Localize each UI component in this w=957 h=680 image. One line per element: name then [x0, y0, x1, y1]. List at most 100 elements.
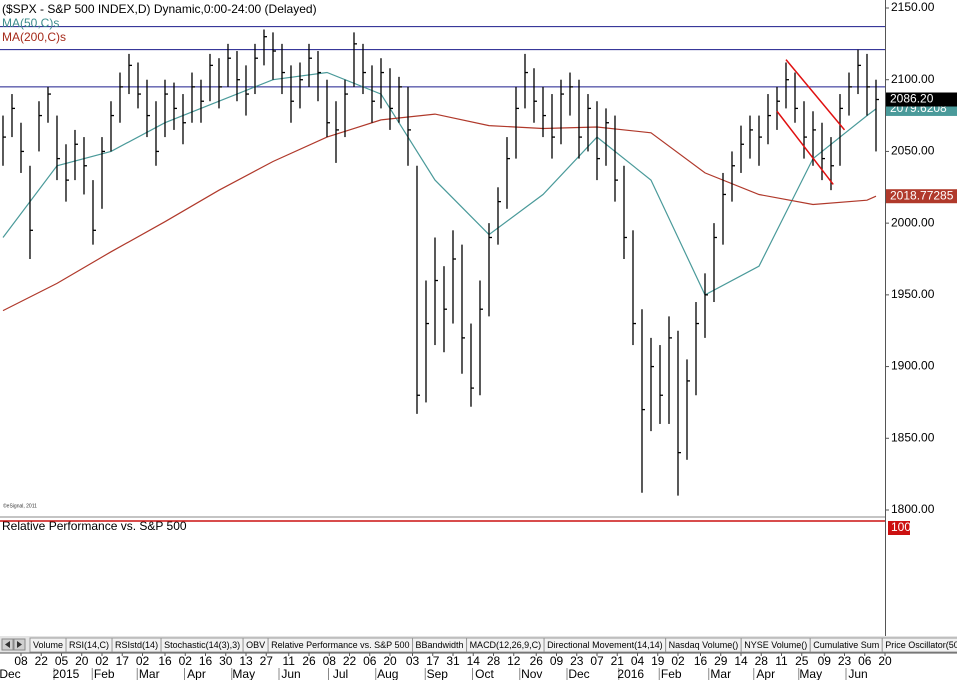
month-label: Jul [333, 667, 348, 680]
x-tick-label: 16 [158, 654, 172, 668]
month-label: Aug [377, 667, 398, 680]
x-tick-label: 26 [302, 654, 316, 668]
x-tick-label: 27 [260, 654, 274, 668]
y-tick-label: 2100.00 [891, 72, 935, 86]
y-tick-label: 2150.00 [891, 0, 935, 14]
indicator-tab-label: Directional Movement(14,14) [547, 640, 663, 650]
x-tick-label: 22 [35, 654, 49, 668]
x-tick-label: 20 [75, 654, 89, 668]
x-tick-label: 02 [95, 654, 109, 668]
trendline [776, 110, 834, 185]
month-label: Mar [710, 667, 731, 680]
x-tick-label: 08 [14, 654, 28, 668]
y-tick-label: 1800.00 [891, 502, 935, 516]
y-tick-label: 1850.00 [891, 430, 935, 444]
month-label: May [799, 667, 822, 680]
x-tick-label: 02 [136, 654, 150, 668]
x-tick-label: 28 [755, 654, 769, 668]
indicator-tab-label: OBV [246, 640, 265, 650]
x-tick-label: 02 [671, 654, 685, 668]
arrow-right [17, 641, 22, 648]
lower-pane-title: Relative Performance vs. S&P 500 [2, 519, 187, 533]
x-tick-label: 12 [507, 654, 521, 668]
relative-performance-value: 100 [891, 520, 911, 534]
x-tick-label: 16 [199, 654, 213, 668]
y-tick-label: 2050.00 [891, 144, 935, 158]
month-label: 2015 [53, 667, 80, 680]
x-tick-label: 23 [570, 654, 584, 668]
x-tick-label: 31 [446, 654, 460, 668]
indicator-tab-label: BBandwidth [416, 640, 464, 650]
x-tick-label: 09 [818, 654, 832, 668]
last-price-label: 2086.20 [890, 92, 934, 106]
x-tick-label: 23 [838, 654, 852, 668]
chart-title: ($SPX - S&P 500 INDEX,D) Dynamic,0:00-24… [2, 2, 317, 16]
indicator-tab-label: Cumulative Sum [813, 640, 879, 650]
indicator-tab-label: Volume [33, 640, 63, 650]
month-label: Jun [281, 667, 300, 680]
price-pane [0, 26, 885, 496]
x-tick-label: 02 [179, 654, 193, 668]
x-tick-label: 28 [487, 654, 501, 668]
x-tick-label: 26 [530, 654, 544, 668]
x-tick-label: 30 [219, 654, 233, 668]
x-tick-label: 03 [406, 654, 420, 668]
y-tick-label: 1900.00 [891, 359, 935, 373]
indicator-tab-label: Stochastic(14(3),3) [164, 640, 240, 650]
x-tick-label: 06 [858, 654, 872, 668]
month-label: Apr [187, 667, 206, 680]
x-tick-label: 14 [734, 654, 748, 668]
relative-performance-box [888, 521, 910, 535]
x-tick-label: 11 [283, 654, 296, 668]
indicator-tab-label: MACD(12,26,9,C) [470, 640, 542, 650]
indicator-tab-label: RSI(14,C) [69, 640, 109, 650]
trendline [785, 59, 846, 131]
month-label: Sep [427, 667, 449, 680]
month-label: Feb [94, 667, 115, 680]
moving-average-line [2, 113, 877, 312]
x-tick-label: 22 [343, 654, 357, 668]
y-tick-label: 2000.00 [891, 215, 935, 229]
indicator-tab-label: NYSE Volume() [744, 640, 807, 650]
month-label: Dec [0, 667, 21, 680]
month-label: Jun [848, 667, 867, 680]
x-tick-label: 13 [239, 654, 253, 668]
month-label: Apr [756, 667, 775, 680]
month-label: Nov [521, 667, 542, 680]
indicator-tab[interactable] [881, 637, 957, 653]
x-tick-label: 06 [363, 654, 377, 668]
x-tick-label: 16 [694, 654, 708, 668]
x-tick-label: 11 [775, 654, 788, 668]
x-tick-label: 19 [651, 654, 665, 668]
month-label: May [232, 667, 255, 680]
legend-ma50: MA(50,C)s [2, 16, 59, 30]
x-tick-label: 05 [55, 654, 69, 668]
copyright: ©eSignal, 2011 [3, 502, 37, 509]
month-label: 2016 [617, 667, 644, 680]
ma200-value-box [886, 189, 957, 204]
indicator-tab-label: Price Oscillator(50, [885, 640, 957, 650]
month-label: Oct [475, 667, 494, 680]
month-label: Dec [568, 667, 589, 680]
legend-ma200: MA(200,C)s [2, 30, 66, 44]
month-label: Feb [661, 667, 682, 680]
x-tick-label: 17 [116, 654, 130, 668]
x-tick-label: 20 [878, 654, 892, 668]
indicator-tab-label: Nasdaq Volume() [669, 640, 739, 650]
x-tick-label: 04 [631, 654, 645, 668]
x-tick-label: 09 [550, 654, 564, 668]
x-tick-label: 21 [611, 654, 625, 668]
x-tick-label: 08 [323, 654, 337, 668]
last-price-box [886, 92, 957, 107]
y-tick-label: 1950.00 [891, 287, 935, 301]
x-tick-label: 29 [714, 654, 728, 668]
ma200-value-label: 2018.77285 [890, 188, 954, 202]
month-label: Mar [139, 667, 160, 680]
indicator-tab-label: RSIstd(14) [115, 640, 158, 650]
x-tick-label: 17 [426, 654, 440, 668]
x-tick-label: 20 [383, 654, 397, 668]
x-tick-label: 07 [590, 654, 604, 668]
x-tick-label: 25 [795, 654, 809, 668]
